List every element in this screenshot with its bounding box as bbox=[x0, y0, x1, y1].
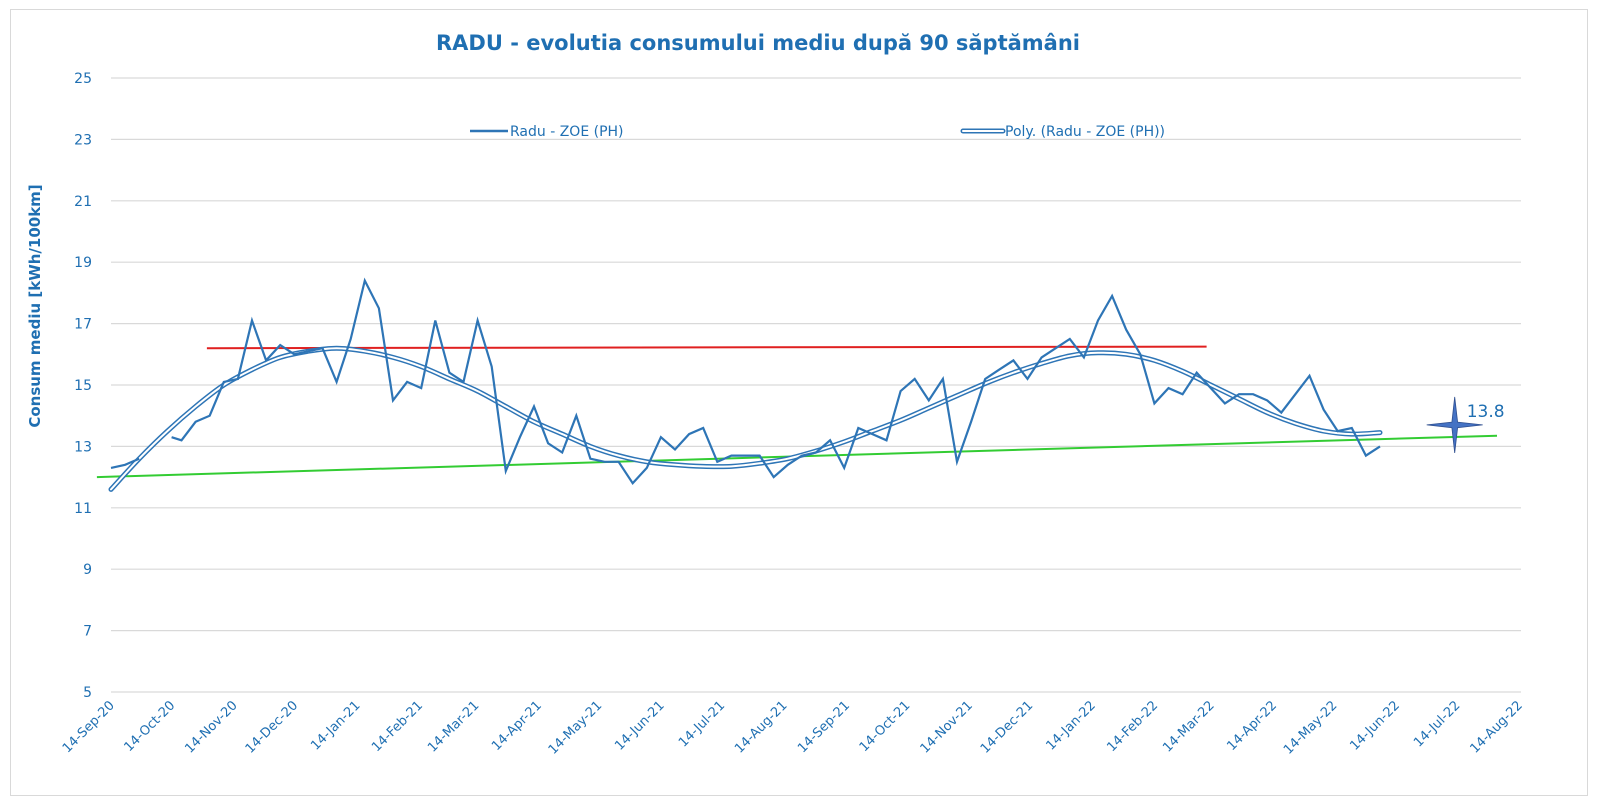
y-axis-label: Consum mediu [kWh/100km] bbox=[26, 184, 44, 427]
x-tick-label: 14-May-22 bbox=[1281, 698, 1340, 757]
x-tick-label: 14-Nov-20 bbox=[182, 698, 240, 756]
legend: Radu - ZOE (PH) Poly. (Radu - ZOE (PH)) bbox=[470, 124, 1165, 140]
x-tick-label: 14-Nov-21 bbox=[918, 698, 976, 756]
peak-reference-line bbox=[206, 345, 1207, 350]
series-line-radu-zoe bbox=[171, 277, 1381, 485]
y-tick-label: 15 bbox=[74, 378, 92, 394]
y-tick-label: 7 bbox=[83, 624, 92, 640]
annotation-layer: 13.8 bbox=[1426, 396, 1505, 453]
y-tick-label: 9 bbox=[83, 562, 92, 578]
y-tick-label: 25 bbox=[74, 71, 92, 87]
x-tick-label: 14-Sep-21 bbox=[795, 698, 853, 756]
series-layer bbox=[96, 277, 1498, 492]
x-tick-label: 14-Apr-21 bbox=[489, 698, 545, 754]
y-tick-label: 17 bbox=[74, 317, 92, 333]
y-tick-label: 23 bbox=[74, 132, 92, 148]
x-tick-label: 14-Feb-22 bbox=[1104, 698, 1161, 755]
poly-trendline-inner bbox=[110, 347, 1381, 491]
x-tick-label: 14-Mar-21 bbox=[425, 698, 482, 755]
x-tick-label: 14-Dec-21 bbox=[978, 698, 1036, 756]
chart-frame bbox=[10, 9, 1588, 796]
y-tick-label: 11 bbox=[74, 501, 92, 517]
annotation-label: 13.8 bbox=[1467, 402, 1505, 422]
x-tick-label: 14-Jun-22 bbox=[1347, 698, 1403, 754]
legend-item-poly[interactable]: Poly. (Radu - ZOE (PH)) bbox=[960, 124, 1165, 140]
legend-label-poly: Poly. (Radu - ZOE (PH)) bbox=[1005, 124, 1165, 140]
x-tick-label: 14-Aug-21 bbox=[732, 698, 790, 756]
y-tick-label: 19 bbox=[74, 255, 92, 271]
legend-label-series: Radu - ZOE (PH) bbox=[510, 124, 624, 140]
x-tick-label: 14-Jul-22 bbox=[1411, 698, 1463, 750]
y-tick-label: 21 bbox=[74, 194, 92, 210]
x-tick-label: 14-Feb-21 bbox=[369, 698, 426, 755]
x-tick-label: 14-Jan-22 bbox=[1043, 698, 1098, 753]
x-tick-label: 14-Jul-21 bbox=[676, 698, 728, 750]
legend-item-series[interactable]: Radu - ZOE (PH) bbox=[470, 124, 624, 140]
x-axis-ticks: 14-Sep-20 14-Oct-20 14-Nov-20 14-Dec-20 14-J… bbox=[60, 698, 1526, 757]
x-tick-label: 14-May-21 bbox=[546, 698, 605, 757]
star-marker-icon bbox=[1426, 396, 1483, 453]
x-tick-label: 14-Mar-22 bbox=[1160, 698, 1217, 755]
x-tick-label: 14-Aug-22 bbox=[1467, 698, 1525, 756]
x-tick-label: 14-Jan-21 bbox=[308, 698, 363, 753]
x-tick-label: 14-Apr-22 bbox=[1224, 698, 1280, 754]
x-tick-label: 14-Oct-20 bbox=[122, 698, 179, 755]
x-tick-label: 14-Sep-20 bbox=[60, 698, 118, 756]
gridlines bbox=[111, 77, 1521, 693]
y-tick-label: 13 bbox=[74, 439, 92, 455]
poly-trendline-outer bbox=[108, 345, 1383, 492]
chart-title: RADU - evolutia consumului mediu după 90… bbox=[436, 31, 1080, 55]
x-tick-label: 14-Jun-21 bbox=[612, 698, 668, 754]
x-tick-label: 14-Oct-21 bbox=[857, 698, 914, 755]
y-tick-label: 5 bbox=[83, 685, 92, 701]
series-line-radu-zoe bbox=[110, 457, 140, 469]
x-tick-label: 14-Dec-20 bbox=[243, 698, 301, 756]
y-axis-ticks: 5 7 9 11 13 15 17 19 21 23 25 bbox=[74, 71, 92, 701]
